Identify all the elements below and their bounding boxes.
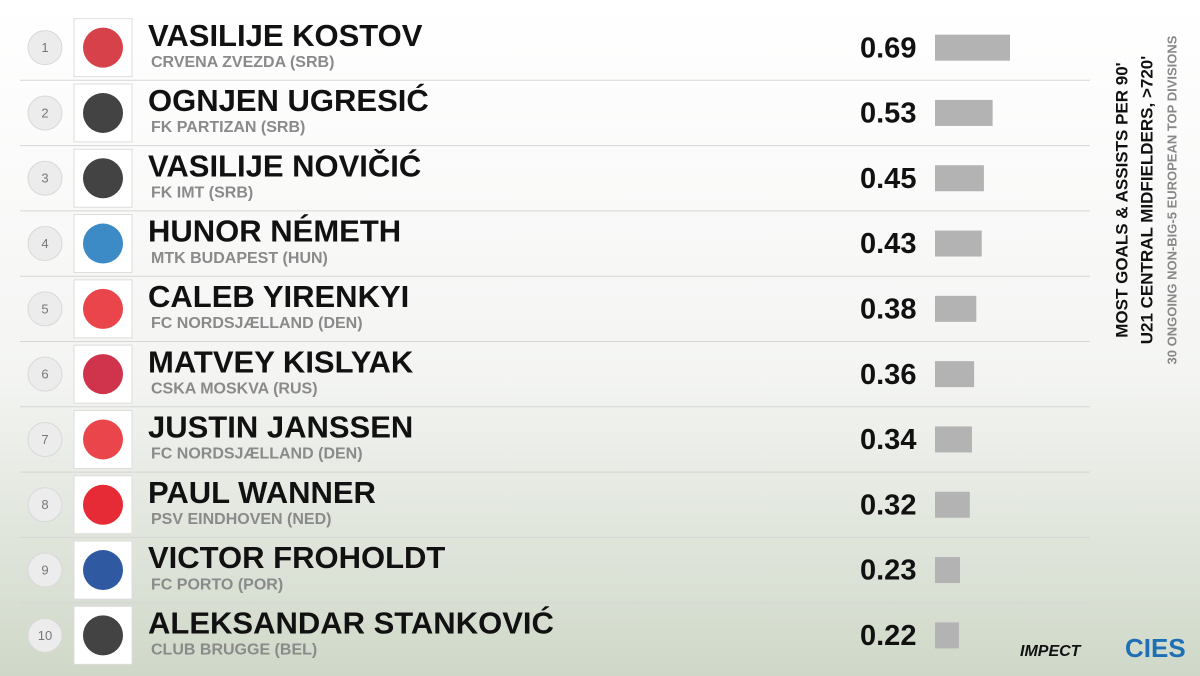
rank-badge <box>27 226 63 262</box>
rank-badge <box>27 552 63 588</box>
value-label: 0.38 <box>860 294 916 326</box>
crest <box>83 27 123 68</box>
bar <box>935 361 975 388</box>
crest <box>83 288 123 329</box>
club-name: PSV EINDHOVEN (NED) <box>151 511 331 528</box>
club-name: FC PORTO (POR) <box>151 576 283 593</box>
club-name: FK PARTIZAN (SRB) <box>151 119 305 136</box>
rank-badge <box>27 30 63 66</box>
rank-badge <box>27 421 63 457</box>
value-label: 0.69 <box>860 32 916 64</box>
crest <box>83 484 123 525</box>
rank: 1 <box>41 40 48 55</box>
value-label: 0.45 <box>860 163 916 195</box>
rank-badge <box>27 487 63 523</box>
note: 30 ONGOING NON-BIG-5 EUROPEAN TOP DIVISI… <box>1164 35 1179 364</box>
crest <box>83 223 123 264</box>
bar <box>935 295 977 322</box>
crest <box>83 550 123 591</box>
rank: 8 <box>41 497 48 512</box>
club-name: FK IMT (SRB) <box>151 184 253 201</box>
bar <box>935 491 970 518</box>
crest <box>83 354 123 395</box>
rank: 3 <box>41 171 48 186</box>
bar <box>935 557 960 584</box>
player-name: CALEB YIRENKYI <box>148 279 409 314</box>
crest <box>83 615 123 656</box>
club-name: MTK BUDAPEST (HUN) <box>151 250 328 267</box>
value-label: 0.34 <box>860 424 916 456</box>
value-label: 0.53 <box>860 98 916 130</box>
brand-impect: IMPECT <box>1020 643 1082 660</box>
player-name: MATVEY KISLYAK <box>148 344 414 379</box>
rank: 5 <box>41 301 48 316</box>
bar <box>935 34 1010 61</box>
brand-cies: CIES <box>1125 633 1186 663</box>
bar <box>935 426 972 453</box>
bar <box>935 622 959 649</box>
player-name: VASILIJE KOSTOV <box>148 18 423 53</box>
player-name: PAUL WANNER <box>148 475 376 510</box>
value-label: 0.22 <box>860 620 916 652</box>
rank: 9 <box>41 562 48 577</box>
rank: 4 <box>41 236 48 251</box>
player-name: JUSTIN JANSSEN <box>148 410 413 445</box>
rank-badge <box>27 160 63 196</box>
club-name: FC NORDSJÆLLAND (DEN) <box>151 315 363 332</box>
title: MOST GOALS & ASSISTS PER 90' <box>1112 62 1131 337</box>
rank: 7 <box>41 432 48 447</box>
player-name: VASILIJE NOVIČIĆ <box>148 147 421 183</box>
bar <box>935 99 993 126</box>
rank: 10 <box>38 628 52 643</box>
club-name: CLUB BRUGGE (BEL) <box>151 642 317 659</box>
rank: 2 <box>41 105 48 120</box>
club-name: CRVENA ZVEZDA (SRB) <box>151 54 334 71</box>
rank-badge <box>27 95 63 131</box>
club-name: CSKA MOSKVA (RUS) <box>151 380 318 397</box>
player-name: VICTOR FROHOLDT <box>148 540 445 575</box>
rank-badge <box>27 617 63 653</box>
crest <box>83 419 123 460</box>
crest <box>83 92 123 133</box>
player-name: ALEKSANDAR STANKOVIĆ <box>148 605 554 641</box>
rank-badge <box>27 356 63 392</box>
club-name: FC NORDSJÆLLAND (DEN) <box>151 446 363 463</box>
player-name: HUNOR NÉMETH <box>148 214 401 249</box>
subtitle: U21 CENTRAL MIDFIELDERS, >720' <box>1137 56 1156 345</box>
value-label: 0.32 <box>860 489 916 521</box>
crest <box>83 158 123 199</box>
value-label: 0.36 <box>860 359 916 391</box>
value-label: 0.43 <box>860 228 916 260</box>
rank: 6 <box>41 367 48 382</box>
value-label: 0.23 <box>860 555 916 587</box>
bar <box>935 165 984 192</box>
player-name: OGNJEN UGRESIĆ <box>148 82 429 118</box>
title-block: MOST GOALS & ASSISTS PER 90' U21 CENTRAL… <box>1112 35 1179 364</box>
bar <box>935 230 982 257</box>
rank-badge <box>27 291 63 327</box>
